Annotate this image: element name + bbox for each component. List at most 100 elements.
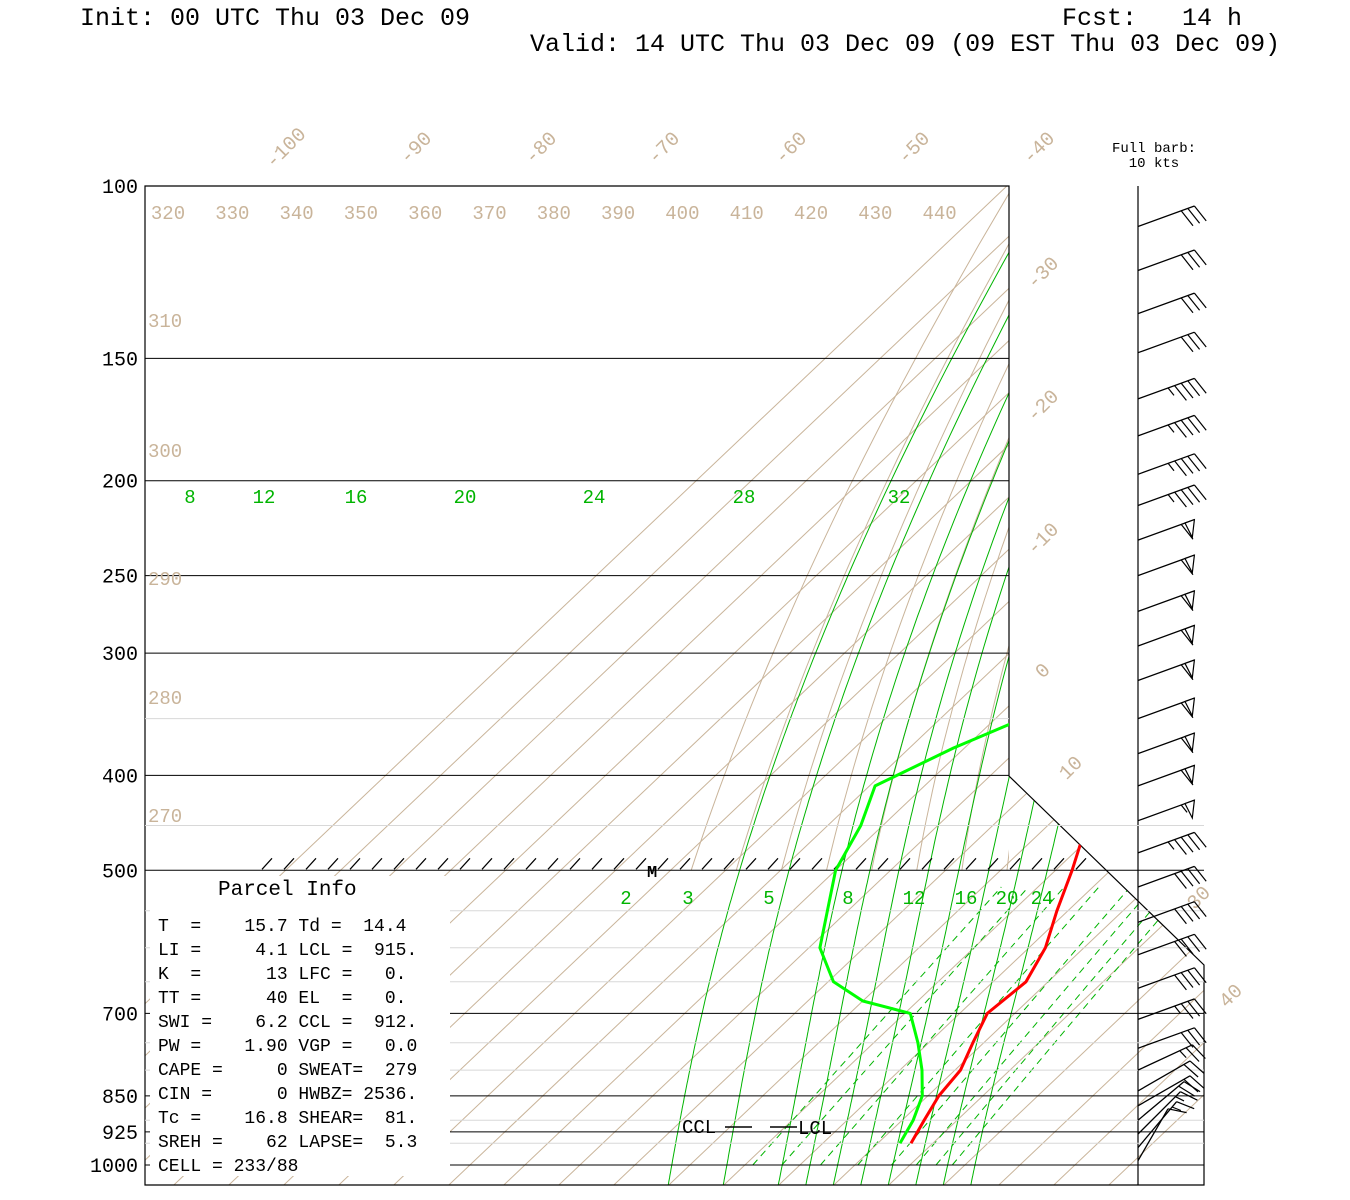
wind-barb-flag — [1193, 901, 1207, 917]
wind-barb-pennant — [1184, 697, 1196, 718]
mixing-height-hatch — [855, 857, 867, 870]
wind-barb-shaft — [1137, 998, 1195, 1021]
wind-barb-flag — [1193, 453, 1207, 469]
wind-barb-shaft — [1137, 1027, 1195, 1049]
wind-barb-flag — [1193, 415, 1207, 431]
wind-barb-flag — [1187, 455, 1201, 472]
wind-barb-flag — [1191, 1044, 1206, 1059]
parcel-info-row: Tc = 16.8 SHEAR= 81. — [158, 1109, 417, 1129]
wind-barb-flag — [1187, 903, 1201, 920]
moist-adiabat-line — [722, 776, 1079, 1185]
wind-barb-flag — [1174, 491, 1187, 508]
mixing-ratio-label: 32 — [888, 487, 911, 509]
wind-barb — [1137, 484, 1207, 508]
mixing-ratio-label: 3 — [682, 888, 693, 910]
mixing-ratio-label: 8 — [842, 888, 853, 910]
wind-barb — [1137, 799, 1196, 822]
wind-barb-flag — [1193, 331, 1207, 348]
wind-barb-flag — [1180, 254, 1194, 271]
isotherm-label: -40 — [1019, 128, 1061, 170]
isotherm-line — [340, 235, 1009, 870]
isotherm-line — [505, 392, 1009, 870]
wind-barb — [1137, 901, 1207, 925]
isotherm-line — [392, 776, 1204, 1185]
wind-barb-flag — [1187, 380, 1201, 397]
wind-barb-shaft — [1137, 292, 1195, 315]
mixing-ratio-line — [891, 886, 1131, 1166]
wind-barb-flag — [1174, 385, 1187, 401]
theta-label: 420 — [794, 203, 828, 225]
moist-adiabat-line — [739, 251, 1009, 870]
mixing-height-hatch — [283, 857, 295, 870]
forecast-hour: Fcst: 14 h — [1062, 4, 1243, 33]
wind-barb — [1137, 292, 1207, 315]
mixing-height-hatch — [459, 857, 471, 870]
wind-barb-flag — [1180, 297, 1194, 314]
wind-barb-flag — [1176, 1101, 1195, 1110]
barb-note-line2: 10 kts — [1129, 156, 1179, 172]
isotherm-lines — [285, 141, 1350, 1186]
mixing-height-hatch — [437, 857, 449, 870]
wind-barb-flag — [1180, 906, 1194, 922]
isotherm-line — [337, 776, 1204, 1185]
wind-barb — [1137, 518, 1196, 541]
mixing-height-hatch — [349, 857, 361, 870]
dry-adiabat-line — [1047, 186, 1241, 1165]
theta-label: 400 — [665, 203, 699, 225]
isotherm-line — [942, 776, 1204, 1185]
wind-barb-half-flag — [1167, 462, 1175, 472]
pressure-label: 100 — [102, 177, 138, 200]
wind-barb-shaft — [1137, 967, 1195, 989]
wind-barb — [1137, 377, 1207, 401]
isotherm-line — [1108, 141, 1350, 1186]
isotherm-line — [833, 141, 1350, 1186]
wind-barb — [1137, 1044, 1206, 1071]
mixing-ratio-line — [915, 886, 1154, 1166]
theta-label: 360 — [408, 203, 442, 225]
moist-adiabat-line — [841, 391, 1009, 870]
pressure-label: 150 — [102, 349, 138, 372]
mixing-ratio-label: 20 — [996, 888, 1019, 910]
wind-barb-shaft — [1137, 484, 1195, 507]
isotherm-line — [285, 186, 1008, 870]
moist-adiabat-line — [805, 776, 1131, 1185]
wind-barb — [1137, 1101, 1195, 1149]
dewpoint-profile — [818, 776, 1204, 1144]
mixing-height-hatch — [327, 857, 339, 870]
mixing-height-hatch — [767, 857, 779, 870]
wind-barb-flag — [1180, 595, 1194, 611]
mixing-height-hatch — [657, 857, 669, 870]
barb-note-line1: Full barb: — [1112, 141, 1196, 157]
mixing-height-hatch — [503, 857, 515, 870]
mixing-ratio-label: 24 — [583, 487, 606, 509]
wind-barb-half-flag — [1167, 841, 1175, 850]
moist-adiabat-line — [860, 776, 1170, 1185]
wind-barb-shaft — [1137, 1081, 1185, 1121]
wind-barb-flag — [1193, 866, 1207, 882]
wind-barb-half-flag — [1171, 1106, 1182, 1112]
mixing-ratio-label: 12 — [253, 487, 276, 509]
wind-barb-flag — [1180, 336, 1194, 353]
mixing-height-hatch — [393, 857, 405, 870]
isotherm-label: -80 — [521, 128, 563, 170]
wind-barb-flag — [1180, 938, 1194, 955]
parcel-info-title: Parcel Info — [218, 879, 357, 902]
temperature-profile — [911, 207, 1350, 1143]
parcel-info-panel — [150, 876, 450, 1176]
isotherm-label: -50 — [894, 128, 936, 170]
theta-label: 410 — [730, 203, 764, 225]
wind-barb-flag — [1187, 936, 1201, 952]
wind-barb-flag — [1189, 1060, 1205, 1074]
wind-barb-half-flag — [1167, 424, 1175, 433]
wind-barb — [1137, 1091, 1198, 1135]
wind-barb — [1137, 659, 1196, 682]
wind-barb-flag — [1187, 1029, 1201, 1046]
wind-barb-half-flag — [1175, 1096, 1185, 1102]
mixing-ratio-label: 16 — [345, 487, 368, 509]
pressure-label: 1000 — [90, 1156, 138, 1179]
mixing-height-hatch — [811, 857, 823, 870]
isotherm-line — [832, 776, 1204, 1185]
mixing-ratio-label: 12 — [903, 888, 926, 910]
wind-barb-shaft — [1137, 1091, 1181, 1135]
